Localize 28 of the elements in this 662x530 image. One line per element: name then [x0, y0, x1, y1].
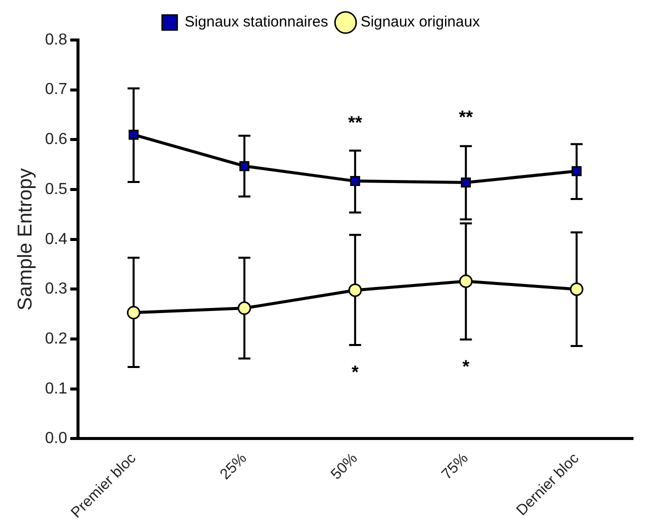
- y-axis-title: Sample Entropy: [14, 168, 37, 311]
- point: [570, 282, 584, 296]
- point: [459, 274, 473, 288]
- y-tick-label: 0.0: [44, 430, 68, 448]
- y-tick-label: 0.8: [44, 31, 68, 48]
- y-tick-label: 0.3: [44, 280, 68, 298]
- x-tick-label: 75%: [438, 450, 472, 484]
- legend-label: Signaux stationnaires: [184, 14, 328, 31]
- point: [128, 130, 139, 140]
- y-tick-label: 0.4: [44, 230, 68, 248]
- point: [238, 301, 252, 315]
- point: [348, 283, 362, 297]
- x-tick-label: 50%: [328, 450, 361, 484]
- annotation: *: [462, 356, 470, 377]
- y-tick-label: 0.7: [44, 81, 68, 98]
- y-tick-label: 0.2: [44, 330, 68, 348]
- y-tick-label: 0.5: [44, 180, 68, 198]
- point: [350, 176, 360, 186]
- point: [126, 306, 140, 320]
- point: [572, 166, 582, 176]
- legend-label: Signaux originaux: [360, 14, 480, 31]
- y-tick-label: 0.1: [44, 380, 68, 398]
- annotation: *: [352, 362, 359, 382]
- annotation: **: [348, 112, 362, 133]
- y-tick-label: 0.6: [44, 131, 68, 148]
- point: [239, 161, 250, 172]
- annotation: **: [458, 107, 473, 128]
- point: [460, 178, 471, 188]
